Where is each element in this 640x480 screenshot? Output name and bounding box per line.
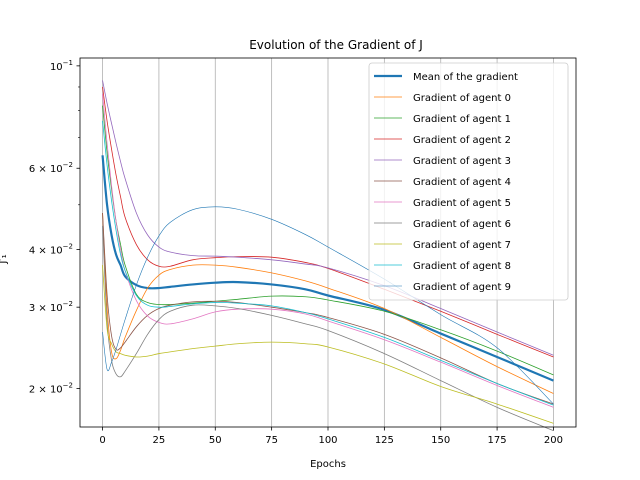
legend-box: [368, 62, 569, 301]
x-axis-title: Epochs: [310, 459, 346, 470]
x-tick-label: 0: [99, 435, 105, 446]
x-tick-label: 200: [544, 435, 563, 446]
legend-label: Gradient of agent 7: [413, 240, 511, 251]
y-tick-label: 3 × 10−2: [29, 300, 73, 314]
x-tick-label: 50: [209, 435, 222, 446]
legend-label: Gradient of agent 6: [413, 219, 511, 230]
chart-title: Evolution of the Gradient of J: [249, 38, 423, 52]
x-tick-label: 25: [153, 435, 166, 446]
legend-label: Mean of the gradient: [413, 72, 518, 83]
series-line-agent-6: [102, 225, 554, 432]
y-tick-label: 2 × 10−2: [29, 381, 73, 395]
y-tick-label: 6 × 10−2: [29, 161, 73, 175]
y-axis-title: J′₁: [0, 254, 9, 264]
series-line-mean: [101, 155, 554, 382]
legend-label: Gradient of agent 8: [413, 261, 511, 272]
x-tick-label: 175: [488, 435, 507, 446]
x-tick-label: 150: [431, 435, 450, 446]
series-line-agent-7: [102, 265, 554, 424]
legend-label: Gradient of agent 4: [413, 177, 511, 188]
legend-label: Gradient of agent 3: [413, 156, 511, 167]
legend-label: Gradient of agent 0: [413, 93, 511, 104]
legend-label: Gradient of agent 2: [413, 135, 511, 146]
legend-label: Gradient of agent 9: [413, 282, 511, 293]
x-tick-label: 100: [318, 435, 337, 446]
series-line-agent-5: [102, 93, 554, 408]
legend-label: Gradient of agent 5: [413, 198, 511, 209]
series-line-agent-8: [102, 120, 554, 406]
y-tick-label: 4 × 10−2: [29, 243, 73, 257]
legend: Mean of the gradient Gradient of agent 0 G…: [368, 62, 569, 301]
series-line-agent-0: [102, 212, 554, 394]
x-tick-label: 125: [375, 435, 394, 446]
x-tick-label: 75: [265, 435, 278, 446]
legend-label: Gradient of agent 1: [413, 114, 511, 125]
